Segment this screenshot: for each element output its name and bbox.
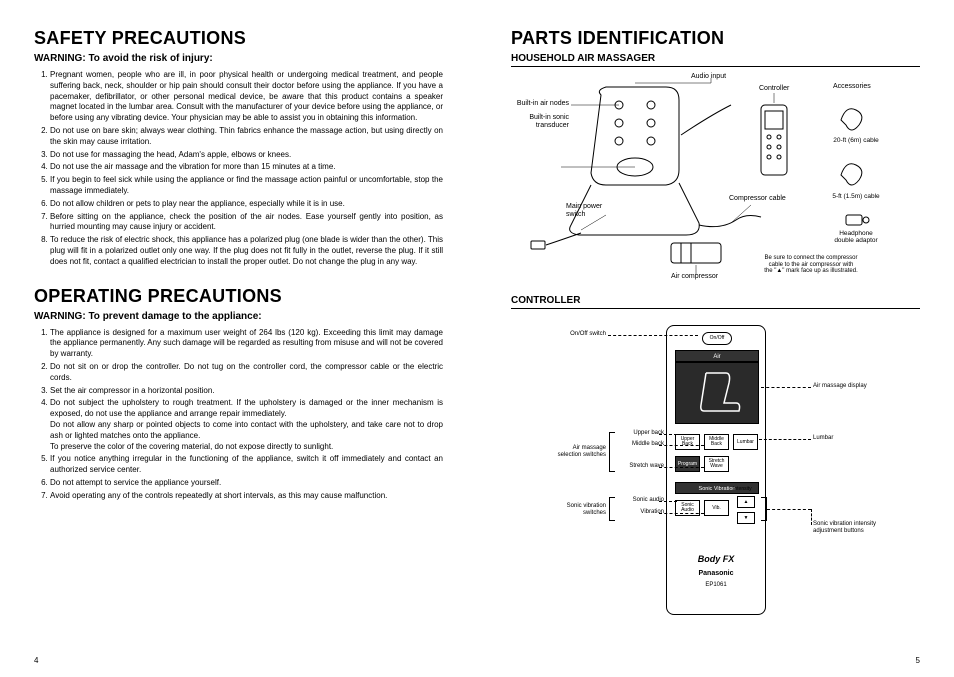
label-audio-input: Audio input bbox=[691, 73, 726, 81]
dash bbox=[659, 501, 677, 502]
massager-diagram: Audio input Controller Accessories Built… bbox=[511, 75, 920, 285]
compressor-note: Be sure to connect the compressor cable … bbox=[741, 255, 881, 275]
massager-svg bbox=[511, 75, 921, 285]
onoff-button: On/Off bbox=[702, 332, 732, 345]
label-headphone: Headphone double adaptor bbox=[821, 230, 891, 244]
page-number: 4 bbox=[34, 656, 38, 665]
label-lumbar: Lumbar bbox=[813, 435, 913, 442]
btn-upper: Upper Back bbox=[675, 434, 700, 450]
label-onoff: On/Off switch bbox=[511, 331, 606, 338]
dash bbox=[761, 387, 811, 388]
label-middle: Middle back bbox=[616, 441, 664, 448]
list-item: Do not use the air massage and the vibra… bbox=[50, 162, 443, 173]
dash bbox=[659, 513, 704, 514]
label-controller: Controller bbox=[759, 85, 789, 93]
btn-lumbar: Lumbar bbox=[733, 434, 758, 450]
dash bbox=[767, 509, 811, 510]
list-item: Do not allow children or pets to play ne… bbox=[50, 199, 443, 210]
controller-diagram: On/Off Air Upper Back Middle Back Lumbar… bbox=[511, 317, 920, 637]
page-right: PARTS IDENTIFICATION HOUSEHOLD AIR MASSA… bbox=[477, 0, 954, 677]
safety-section: SAFETY PRECAUTIONS WARNING: To avoid the… bbox=[34, 28, 443, 268]
label-sonic-audio: Sonic audio bbox=[616, 497, 664, 504]
controller-heading: CONTROLLER bbox=[511, 295, 920, 309]
model: EP1061 bbox=[667, 582, 765, 588]
page-number: 5 bbox=[916, 656, 920, 665]
list-item: Set the air compressor in a horizontal p… bbox=[50, 386, 443, 397]
list-item: Before sitting on the appliance, check t… bbox=[50, 212, 443, 234]
list-item: Do not use on bare skin; always wear clo… bbox=[50, 126, 443, 148]
btn-vib: Vib. bbox=[704, 500, 729, 516]
list-item: Do not attempt to service the appliance … bbox=[50, 478, 443, 489]
label-air-display: Air massage display bbox=[813, 383, 913, 390]
operating-title: OPERATING PRECAUTIONS bbox=[34, 286, 443, 307]
label-vibration: Vibration bbox=[616, 509, 664, 516]
dash bbox=[811, 509, 812, 525]
dash bbox=[659, 445, 704, 446]
label-compressor-cable: Compressor cable bbox=[729, 195, 786, 203]
btn-stretch: Stretch Wave bbox=[704, 456, 729, 472]
safety-title: SAFETY PRECAUTIONS bbox=[34, 28, 443, 49]
label-sonic: Built-in sonic transducer bbox=[511, 114, 569, 129]
btn-up: ▲ bbox=[737, 496, 755, 508]
controller-body: On/Off Air Upper Back Middle Back Lumbar… bbox=[666, 325, 766, 615]
operating-warning: WARNING: To prevent damage to the applia… bbox=[34, 311, 443, 322]
list-item: If you begin to feel sick while using th… bbox=[50, 175, 443, 197]
label-upper: Upper back bbox=[616, 430, 664, 437]
label-sonic-sw: Sonic vibration switches bbox=[511, 503, 606, 516]
operating-list: The appliance is designed for a maximum … bbox=[34, 328, 443, 502]
label-cable1: 20-ft (6m) cable bbox=[821, 137, 891, 144]
intensity-label: Intensity bbox=[733, 486, 752, 492]
label-air-compressor: Air compressor bbox=[671, 273, 718, 281]
bracket bbox=[609, 432, 615, 472]
label-cable2: 5-ft (1.5m) cable bbox=[821, 193, 891, 200]
operating-section: OPERATING PRECAUTIONS WARNING: To preven… bbox=[34, 286, 443, 502]
list-item: To reduce the risk of electric shock, th… bbox=[50, 235, 443, 267]
list-item: Avoid operating any of the controls repe… bbox=[50, 491, 443, 502]
dash bbox=[608, 335, 698, 336]
label-air-nodes: Built-in air nodes bbox=[511, 100, 569, 108]
seat-icon bbox=[676, 363, 760, 425]
label-stretch: Stretch wave bbox=[616, 463, 664, 470]
btn-down: ▼ bbox=[737, 512, 755, 524]
label-accessories: Accessories bbox=[833, 83, 871, 91]
manufacturer: Panasonic bbox=[667, 570, 765, 577]
btn-program: Program bbox=[675, 456, 700, 472]
page-left: SAFETY PRECAUTIONS WARNING: To avoid the… bbox=[0, 0, 477, 677]
dash bbox=[659, 434, 677, 435]
list-item: If you notice anything irregular in the … bbox=[50, 454, 443, 476]
list-item: Do not sit on or drop the controller. Do… bbox=[50, 362, 443, 384]
air-header: Air bbox=[675, 350, 759, 362]
label-air-sel: Air massage selection switches bbox=[511, 445, 606, 458]
dash bbox=[759, 439, 811, 440]
btn-middle: Middle Back bbox=[704, 434, 729, 450]
label-sonic-adj: Sonic vibration intensity adjustment but… bbox=[813, 521, 923, 534]
bracket bbox=[609, 497, 615, 521]
air-display bbox=[675, 362, 759, 424]
list-item: Do not subject the upholstery to rough t… bbox=[50, 398, 443, 452]
list-item: Do not use for massaging the head, Adam'… bbox=[50, 150, 443, 161]
brand: Body FX bbox=[667, 554, 765, 564]
dash bbox=[659, 467, 704, 468]
list-item: The appliance is designed for a maximum … bbox=[50, 328, 443, 360]
safety-list: Pregnant women, people who are ill, in p… bbox=[34, 70, 443, 268]
parts-title: PARTS IDENTIFICATION bbox=[511, 28, 920, 49]
safety-warning: WARNING: To avoid the risk of injury: bbox=[34, 53, 443, 64]
label-main-power: Main power switch bbox=[566, 203, 602, 218]
household-heading: HOUSEHOLD AIR MASSAGER bbox=[511, 53, 920, 67]
list-item: Pregnant women, people who are ill, in p… bbox=[50, 70, 443, 124]
